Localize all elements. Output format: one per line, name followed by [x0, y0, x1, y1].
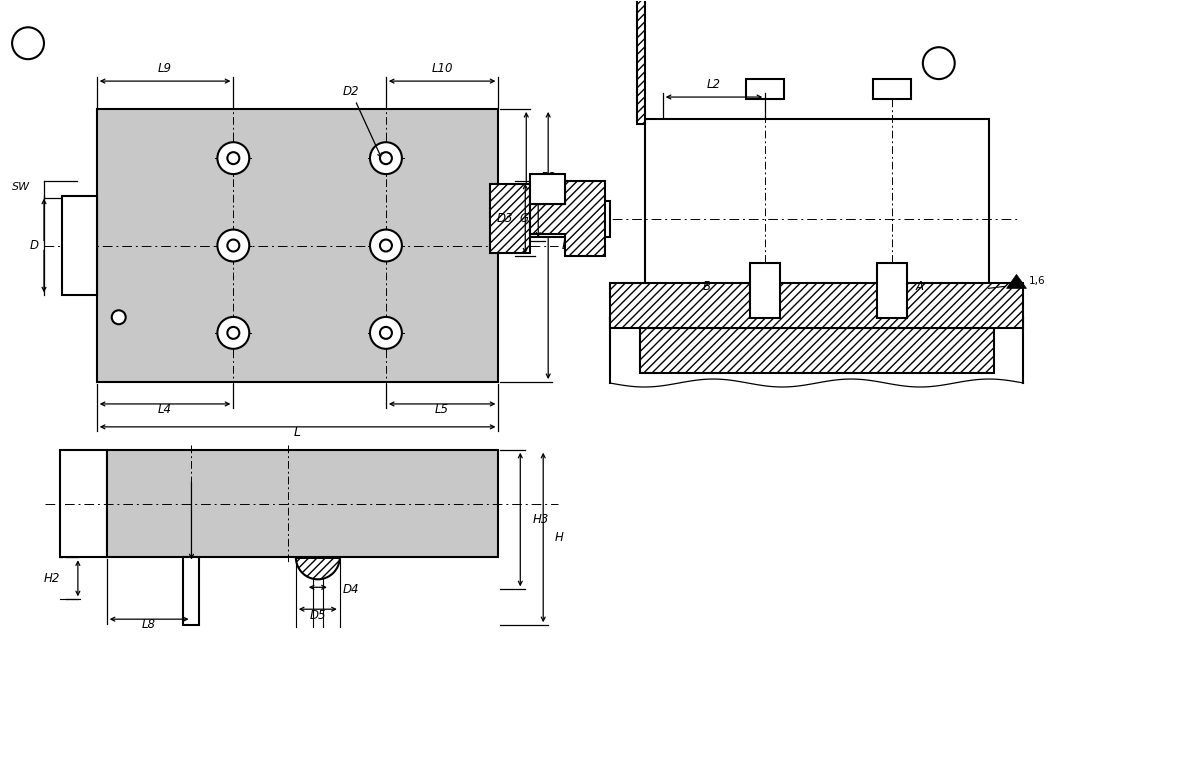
- Circle shape: [370, 142, 402, 174]
- Text: SW: SW: [12, 182, 30, 192]
- Circle shape: [227, 239, 239, 252]
- Circle shape: [217, 229, 250, 261]
- Text: D5: D5: [310, 609, 326, 622]
- Circle shape: [227, 327, 239, 339]
- Bar: [97, 109, 498, 382]
- Text: L5: L5: [436, 403, 449, 416]
- Text: L8: L8: [142, 618, 156, 631]
- Text: L10: L10: [431, 61, 452, 75]
- Text: D2: D2: [343, 85, 382, 157]
- Text: C: C: [23, 36, 34, 51]
- Bar: [184, 557, 199, 625]
- Circle shape: [217, 142, 250, 174]
- Text: 1,6: 1,6: [1028, 277, 1045, 287]
- Text: L9: L9: [158, 61, 172, 75]
- Text: L2: L2: [707, 78, 721, 91]
- Text: B2: B2: [540, 171, 556, 183]
- Text: D4: D4: [343, 583, 359, 596]
- Text: L: L: [294, 426, 301, 439]
- Bar: [530, 174, 565, 204]
- Text: D: D: [30, 239, 38, 252]
- Text: B: B: [562, 239, 570, 252]
- Circle shape: [370, 317, 402, 349]
- Bar: [874, 79, 911, 99]
- Text: A: A: [916, 280, 924, 293]
- Bar: [644, 119, 989, 319]
- Circle shape: [112, 310, 126, 324]
- Text: H3: H3: [533, 513, 548, 526]
- Polygon shape: [1007, 274, 1026, 288]
- Text: G: G: [520, 212, 528, 225]
- Bar: [877, 263, 907, 319]
- Polygon shape: [296, 557, 340, 580]
- Polygon shape: [530, 181, 605, 256]
- Bar: [107, 450, 498, 557]
- Text: B: B: [703, 280, 710, 293]
- Text: H: H: [556, 531, 564, 544]
- Bar: [610, 284, 1024, 328]
- Circle shape: [380, 152, 392, 164]
- Circle shape: [923, 47, 955, 79]
- Bar: [530, 200, 610, 236]
- Circle shape: [380, 239, 392, 252]
- Circle shape: [227, 152, 239, 164]
- Text: D3: D3: [497, 212, 514, 225]
- Text: 1: 1: [934, 56, 943, 71]
- Bar: [746, 79, 784, 99]
- Bar: [750, 263, 780, 319]
- Circle shape: [12, 27, 44, 59]
- Bar: [491, 183, 530, 253]
- Bar: [62, 196, 97, 295]
- Bar: [637, 0, 644, 124]
- Text: H2: H2: [43, 572, 60, 585]
- Circle shape: [217, 317, 250, 349]
- Bar: [60, 450, 107, 557]
- Bar: [640, 328, 994, 373]
- Circle shape: [370, 229, 402, 261]
- Circle shape: [380, 327, 392, 339]
- Text: L4: L4: [158, 403, 172, 416]
